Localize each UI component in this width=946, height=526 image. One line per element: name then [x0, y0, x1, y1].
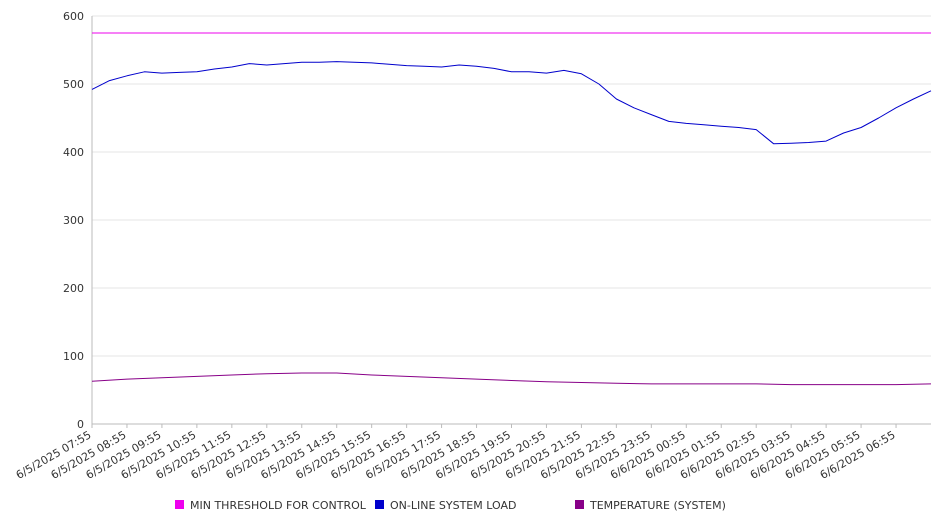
legend-swatch [175, 500, 184, 509]
legend-label: TEMPERATURE (SYSTEM) [589, 499, 726, 512]
y-tick-label: 500 [63, 78, 84, 91]
series-line-3 [91, 372, 932, 386]
y-tick-label: 100 [63, 350, 84, 363]
legend-label: MIN THRESHOLD FOR CONTROL [190, 499, 367, 512]
y-tick-label: 600 [63, 10, 84, 23]
legend-label: ON-LINE SYSTEM LOAD [390, 499, 516, 512]
legend-swatch [375, 500, 384, 509]
series-line-2 [91, 61, 932, 145]
legend-swatch [575, 500, 584, 509]
y-tick-label: 400 [63, 146, 84, 159]
y-tick-label: 200 [63, 282, 84, 295]
y-tick-label: 300 [63, 214, 84, 227]
y-tick-label: 0 [77, 418, 84, 431]
